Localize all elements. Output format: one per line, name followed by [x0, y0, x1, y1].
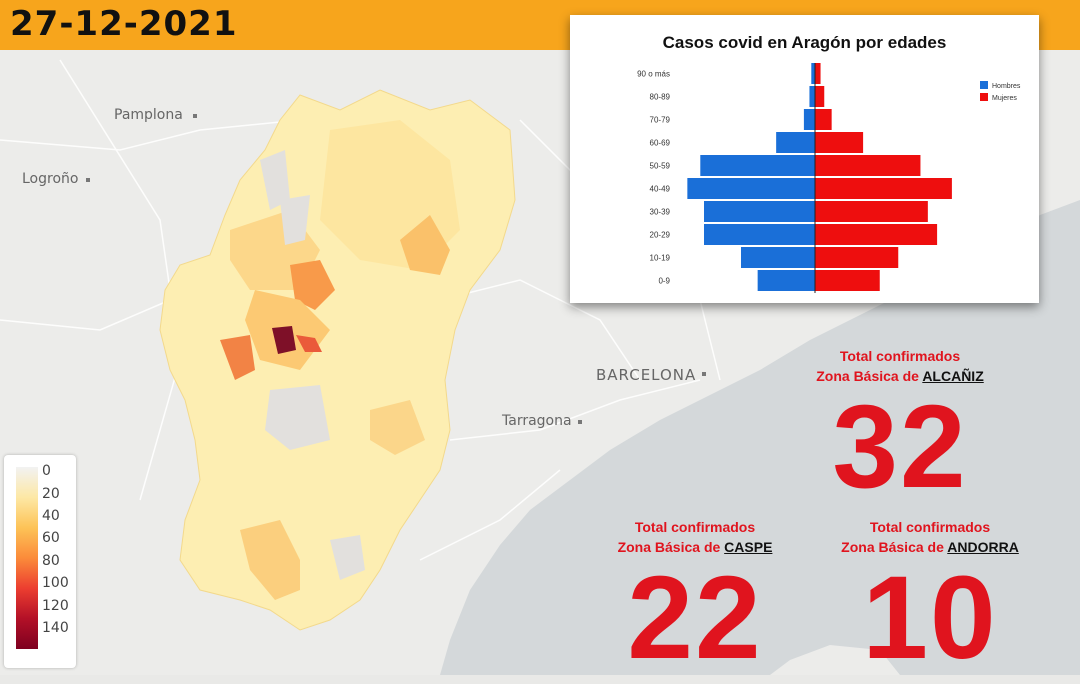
legend-label: 120 [42, 598, 69, 614]
legend-entry: Mujeres [992, 95, 1017, 102]
bar-hombres [757, 270, 815, 291]
total-value: 32 [832, 381, 968, 513]
total-value: 10 [862, 552, 998, 684]
total-prefix: Zona Básica de [841, 539, 948, 555]
category-label: 10-19 [650, 254, 671, 263]
bar-hombres [704, 224, 815, 245]
zone-name: ANDORRA [947, 539, 1019, 555]
island [770, 645, 900, 675]
legend-entry: Hombres [992, 83, 1021, 90]
age-pyramid-chart: 90 o más 80-89 70-79 60-69 50-59 40-49 30-39 20… [637, 63, 1021, 293]
bar-mujeres [815, 109, 832, 130]
total-prefix: Zona Básica de [816, 368, 923, 384]
legend-label: 60 [42, 530, 60, 546]
category-label: 40-49 [650, 185, 671, 194]
age-pyramid-card: Casos covid en Aragón por edades 90 o má… [570, 15, 1039, 303]
legend-swatch [980, 81, 988, 89]
bar-mujeres [815, 155, 921, 176]
total-card-andorra: Total confirmados Zona Básica de ANDORRA… [810, 517, 1050, 677]
bar-mujeres [815, 86, 825, 107]
legend-label: 0 [42, 463, 51, 479]
legend-label: 80 [42, 553, 60, 569]
bar-mujeres [815, 270, 880, 291]
bar-hombres [811, 63, 815, 84]
bar-hombres [700, 155, 815, 176]
sea [440, 200, 1080, 675]
category-label: 60-69 [650, 139, 671, 148]
total-card-caspe: Total confirmados Zona Básica de CASPE 2… [575, 517, 815, 677]
bar-hombres [687, 178, 815, 199]
total-value: 22 [627, 552, 763, 684]
legend-gradient [16, 467, 38, 649]
category-label: 90 o más [637, 70, 670, 79]
date-label: 27-12-2021 [10, 4, 238, 44]
total-label: Total confirmados [634, 519, 756, 535]
total-label: Total confirmados [869, 519, 991, 535]
bar-hombres [809, 86, 815, 107]
color-legend: 0 20 40 60 80 100 120 140 [4, 455, 76, 668]
city-label-logrono: Logroño [22, 171, 79, 187]
bar-mujeres [815, 201, 928, 222]
bar-hombres [704, 201, 815, 222]
category-label: 20-29 [650, 231, 671, 240]
category-label: 80-89 [650, 93, 671, 102]
category-label: 50-59 [650, 162, 671, 171]
bar-mujeres [815, 178, 952, 199]
legend-label: 40 [42, 508, 60, 524]
bar-hombres [776, 132, 815, 153]
zone-name: ALCAÑIZ [922, 368, 984, 384]
bar-hombres [803, 109, 815, 130]
total-label: Total confirmados [839, 348, 961, 364]
bar-mujeres [815, 224, 938, 245]
bar-hombres [741, 247, 815, 268]
bar-mujeres [815, 247, 899, 268]
city-label-barcelona: BARCELONA [596, 366, 697, 384]
city-label-pamplona: Pamplona [114, 107, 183, 123]
legend-label: 100 [42, 575, 69, 591]
legend-swatch [980, 93, 988, 101]
zone-name: CASPE [724, 539, 773, 555]
legend-label: 20 [42, 486, 60, 502]
bar-mujeres [815, 63, 821, 84]
chart-title: Casos covid en Aragón por edades [662, 33, 947, 52]
total-card-alcaniz: Total confirmados Zona Básica de ALCAÑIZ… [780, 346, 1020, 506]
category-label: 30-39 [650, 208, 671, 217]
bar-mujeres [815, 132, 864, 153]
category-label: 0-9 [658, 277, 670, 286]
category-label: 70-79 [650, 116, 671, 125]
legend-label: 140 [42, 620, 69, 636]
city-label-tarragona: Tarragona [502, 413, 572, 429]
total-prefix: Zona Básica de [617, 539, 725, 555]
